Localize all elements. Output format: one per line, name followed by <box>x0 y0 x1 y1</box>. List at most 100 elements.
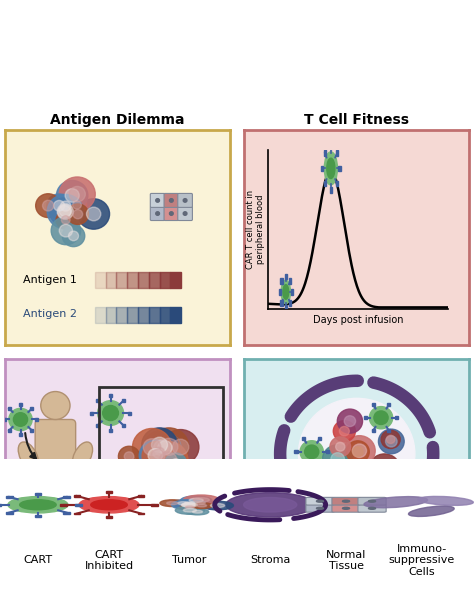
Bar <box>122 399 125 402</box>
Bar <box>138 272 149 288</box>
Ellipse shape <box>72 442 92 470</box>
Circle shape <box>175 501 203 508</box>
Circle shape <box>183 503 196 507</box>
Bar <box>151 504 157 506</box>
Bar <box>326 451 329 454</box>
Circle shape <box>145 455 185 495</box>
Text: CART
Inhibited: CART Inhibited <box>84 550 134 571</box>
Bar <box>330 144 332 150</box>
Circle shape <box>142 441 173 471</box>
Text: Homing/Penetration: Homing/Penetration <box>38 554 196 568</box>
Circle shape <box>52 197 79 224</box>
Bar <box>281 279 283 284</box>
Bar <box>291 289 293 294</box>
Circle shape <box>327 158 335 178</box>
Bar <box>117 306 127 323</box>
Circle shape <box>369 454 400 484</box>
Bar <box>138 512 145 514</box>
Circle shape <box>69 186 85 202</box>
Circle shape <box>181 496 212 505</box>
Circle shape <box>78 198 109 229</box>
Circle shape <box>79 497 139 513</box>
Circle shape <box>156 212 159 216</box>
Bar <box>395 416 398 419</box>
Circle shape <box>86 207 101 221</box>
Circle shape <box>152 437 167 452</box>
Circle shape <box>322 445 353 474</box>
Circle shape <box>63 482 71 490</box>
Circle shape <box>42 496 55 508</box>
Circle shape <box>202 501 233 510</box>
Circle shape <box>181 502 197 507</box>
Bar <box>6 496 13 498</box>
Text: Immuno-
suppressive
Cells: Immuno- suppressive Cells <box>389 544 455 577</box>
Circle shape <box>172 500 207 509</box>
Circle shape <box>149 428 189 466</box>
Ellipse shape <box>418 497 474 505</box>
Circle shape <box>160 500 185 507</box>
Circle shape <box>344 416 356 426</box>
FancyBboxPatch shape <box>178 193 192 207</box>
Text: Stroma: Stroma <box>250 555 291 565</box>
Bar <box>90 412 93 415</box>
Circle shape <box>165 453 187 474</box>
Circle shape <box>58 491 74 507</box>
Circle shape <box>336 442 345 451</box>
Circle shape <box>158 441 172 455</box>
Circle shape <box>346 441 369 463</box>
Circle shape <box>47 194 72 217</box>
Circle shape <box>98 401 124 425</box>
Bar <box>302 438 305 441</box>
Bar <box>149 306 160 323</box>
Bar <box>75 504 82 506</box>
Circle shape <box>44 488 57 501</box>
Circle shape <box>171 500 195 507</box>
Circle shape <box>49 483 66 499</box>
Circle shape <box>44 481 54 491</box>
Bar <box>387 429 391 432</box>
Bar <box>122 424 125 427</box>
Bar <box>95 306 106 323</box>
Circle shape <box>13 413 27 426</box>
Bar <box>99 387 223 527</box>
Circle shape <box>378 429 404 454</box>
Circle shape <box>139 462 161 483</box>
Bar <box>128 412 131 415</box>
Circle shape <box>62 225 85 247</box>
Bar <box>61 504 67 506</box>
Bar <box>30 407 34 410</box>
Bar <box>285 305 287 310</box>
Circle shape <box>151 449 165 463</box>
FancyBboxPatch shape <box>164 207 179 220</box>
Circle shape <box>51 217 81 244</box>
Circle shape <box>142 428 177 462</box>
Circle shape <box>53 479 65 491</box>
Circle shape <box>47 491 53 497</box>
Circle shape <box>50 489 59 498</box>
Circle shape <box>305 445 319 459</box>
Circle shape <box>57 204 73 219</box>
Circle shape <box>73 201 82 209</box>
Text: Antigen 1: Antigen 1 <box>23 275 77 285</box>
Circle shape <box>339 426 349 436</box>
Circle shape <box>377 462 392 475</box>
Text: Normal
Tissue: Normal Tissue <box>326 550 366 571</box>
Bar <box>63 496 70 498</box>
Circle shape <box>63 496 70 503</box>
Circle shape <box>368 507 375 509</box>
Bar <box>338 166 340 171</box>
Circle shape <box>333 421 356 442</box>
FancyBboxPatch shape <box>332 504 360 512</box>
Circle shape <box>191 500 210 505</box>
Circle shape <box>61 201 71 211</box>
Circle shape <box>331 453 345 466</box>
Circle shape <box>193 498 210 502</box>
Circle shape <box>59 224 73 237</box>
Circle shape <box>184 502 195 505</box>
Circle shape <box>146 441 172 465</box>
Circle shape <box>174 501 203 509</box>
Circle shape <box>154 440 170 456</box>
Circle shape <box>48 488 55 494</box>
Circle shape <box>170 212 173 216</box>
Circle shape <box>91 500 127 509</box>
